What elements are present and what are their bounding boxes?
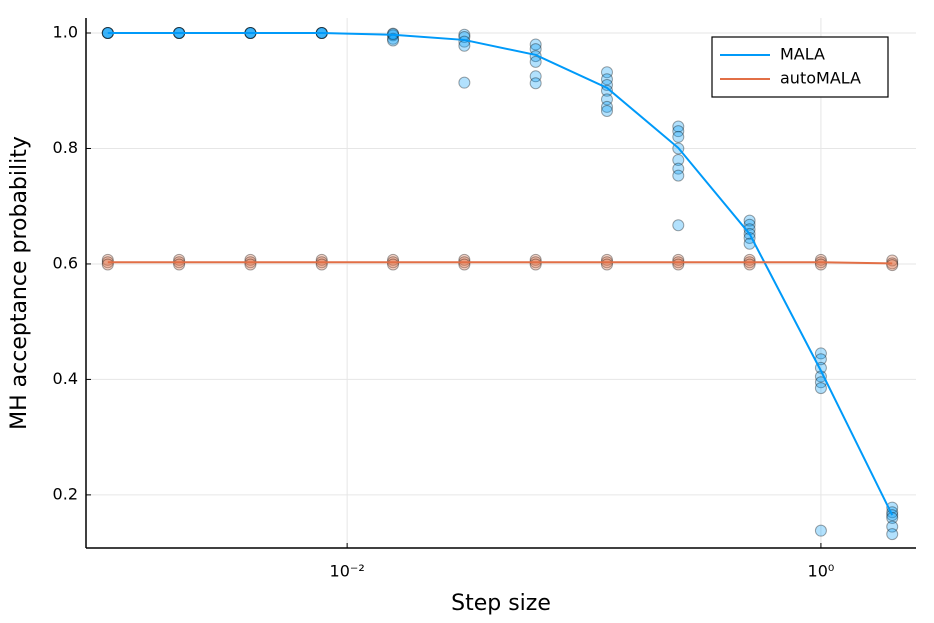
sample-point — [600, 73, 613, 86]
sample-point — [743, 214, 756, 227]
sample-point — [600, 258, 613, 271]
sample-point — [600, 100, 613, 113]
x-tick-label: 10⁻² — [330, 562, 365, 581]
sample-point — [529, 77, 542, 90]
sample-point — [387, 258, 400, 271]
legend-label: autoMALA — [780, 69, 861, 88]
sample-point — [672, 169, 685, 182]
series-line — [107, 261, 893, 265]
sample-point — [387, 32, 400, 45]
x-axis-label: Step size — [451, 591, 551, 616]
y-tick-label: 1.0 — [53, 23, 78, 42]
sample-point — [886, 511, 899, 524]
sample-point — [458, 39, 471, 52]
sample-point — [458, 258, 471, 271]
sample-point — [672, 219, 685, 232]
sample-point — [600, 84, 613, 97]
sample-point — [529, 55, 542, 68]
sample-point — [886, 259, 899, 272]
x-tick-label: 10⁰ — [808, 562, 835, 581]
y-axis-label: MH acceptance probability — [7, 136, 32, 430]
legend-label: MALA — [780, 45, 825, 64]
sample-point — [672, 130, 685, 143]
sample-point — [529, 70, 542, 83]
sample-point — [600, 104, 613, 117]
sample-point — [672, 258, 685, 271]
sample-point — [814, 258, 827, 271]
y-tick-label: 0.8 — [53, 138, 78, 157]
sample-point — [529, 258, 542, 271]
sample-point — [600, 93, 613, 106]
sample-point — [672, 120, 685, 133]
sample-point — [672, 154, 685, 167]
sample-point — [814, 382, 827, 395]
sample-point — [244, 258, 257, 271]
y-tick-label: 0.6 — [53, 253, 78, 272]
sample-point — [458, 76, 471, 89]
sample-point — [387, 27, 400, 40]
sample-point — [672, 125, 685, 138]
plot-area — [101, 27, 899, 541]
sample-point — [529, 38, 542, 51]
sample-point — [315, 258, 328, 271]
sample-point — [814, 347, 827, 360]
y-tick-label: 0.4 — [53, 369, 78, 388]
legend-box — [711, 36, 889, 98]
sample-point — [743, 218, 756, 231]
y-tick-label: 0.2 — [53, 484, 78, 503]
series-line — [107, 32, 894, 516]
sample-point — [672, 162, 685, 175]
legend: MALA autoMALA — [711, 36, 889, 98]
sample-point — [600, 66, 613, 79]
sample-point — [814, 524, 827, 537]
sample-point — [101, 258, 114, 271]
sample-point — [886, 528, 899, 541]
sample-point — [886, 520, 899, 533]
sample-point — [173, 258, 186, 271]
sample-point — [743, 258, 756, 271]
